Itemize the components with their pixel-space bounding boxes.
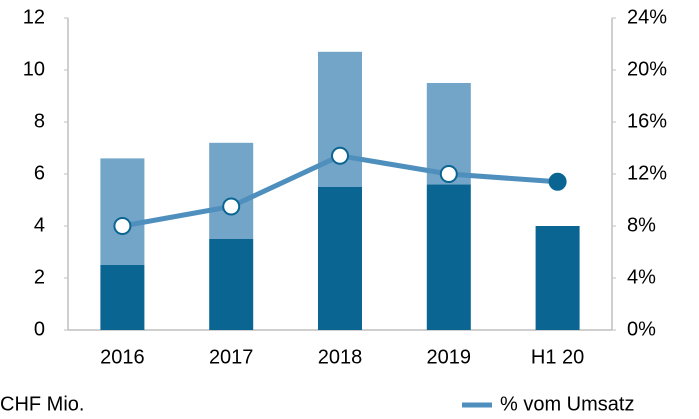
bar [209,239,254,330]
x-tick-label: 2019 [427,346,472,368]
y-tick-label: 4 [34,214,45,236]
y2-tick-label: 0% [627,318,656,340]
y2-tick-label: 20% [627,58,667,80]
x-tick-label: H1 20 [531,346,584,368]
bar [100,265,145,330]
y2-tick-label: 16% [627,110,667,132]
legend-label: % vom Umsatz [500,393,634,415]
y-tick-label: 8 [34,110,45,132]
y-tick-label: 6 [34,162,45,184]
y-tick-label: 0 [34,318,45,340]
line-marker [222,197,241,216]
x-tick-label: 2016 [100,346,145,368]
y2-tick-label: 4% [627,266,656,288]
line-marker [113,217,132,235]
line-marker [548,172,567,191]
y2-tick-label: 8% [627,214,656,236]
y-tick-label: 12 [23,6,45,28]
y-tick-label: 2 [34,266,45,288]
line-marker [331,146,349,165]
y2-tick-label: 12% [627,162,667,184]
y-tick-label: 10 [23,58,45,80]
x-tick-label: 2017 [209,346,254,368]
x-tick-label: 2018 [318,346,363,368]
y-unit-label: CHF Mio. [0,393,84,415]
bar [209,142,254,239]
bar [535,226,580,330]
y2-tick-label: 24% [627,6,667,28]
bar [318,51,362,187]
bar [318,187,362,330]
line-marker [439,165,458,183]
bar [426,184,471,330]
bar [100,158,145,265]
